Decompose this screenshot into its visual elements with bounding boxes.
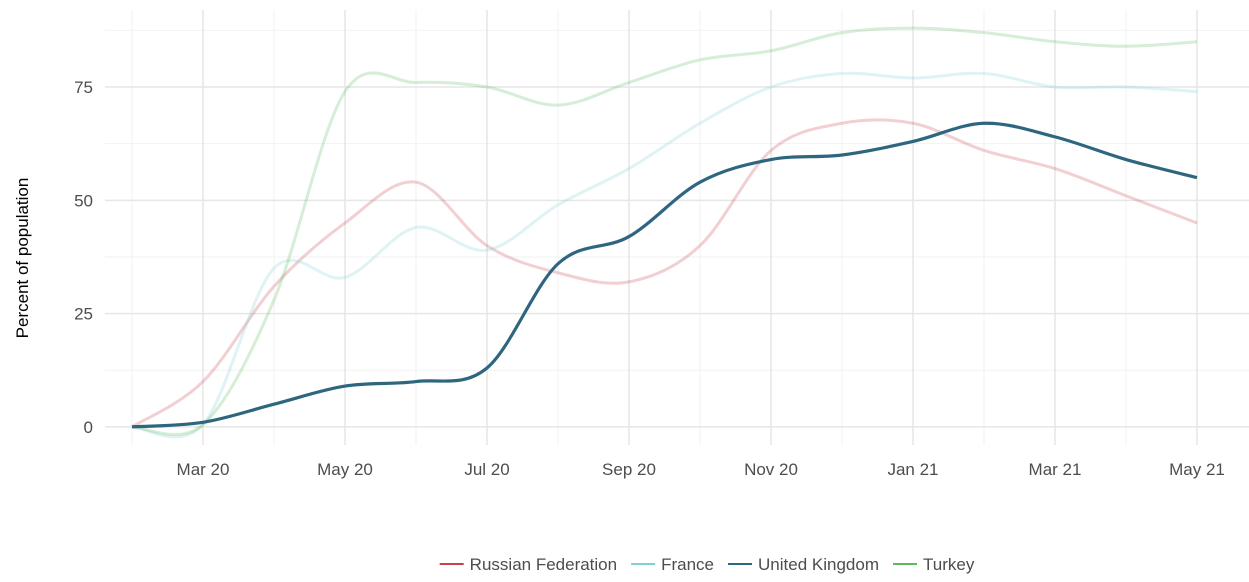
series-line [131,26,1198,436]
legend-label: France [661,555,714,574]
x-tick-label: Jul 20 [464,460,509,479]
y-axis-label: Percent of population [13,178,32,339]
legend-label: Turkey [923,555,975,574]
y-tick-label: 75 [74,78,93,97]
x-tick-label: Jan 21 [887,460,938,479]
y-tick-label: 25 [74,305,93,324]
x-tick-label: May 21 [1169,460,1225,479]
series-line [131,121,1198,429]
x-tick-label: Sep 20 [602,460,656,479]
y-tick-label: 0 [84,418,93,437]
legend-label: Russian Federation [470,555,617,574]
y-tick-label: 50 [74,191,93,210]
x-tick-label: Nov 20 [744,460,798,479]
x-tick-label: Mar 21 [1029,460,1082,479]
x-tick-label: Mar 20 [177,460,230,479]
series-line [131,71,1198,439]
x-tick-label: May 20 [317,460,373,479]
series-line [131,118,1198,429]
legend: Russian Federation France United Kingdom Tu… [439,555,975,574]
legend-label: United Kingdom [758,555,879,574]
